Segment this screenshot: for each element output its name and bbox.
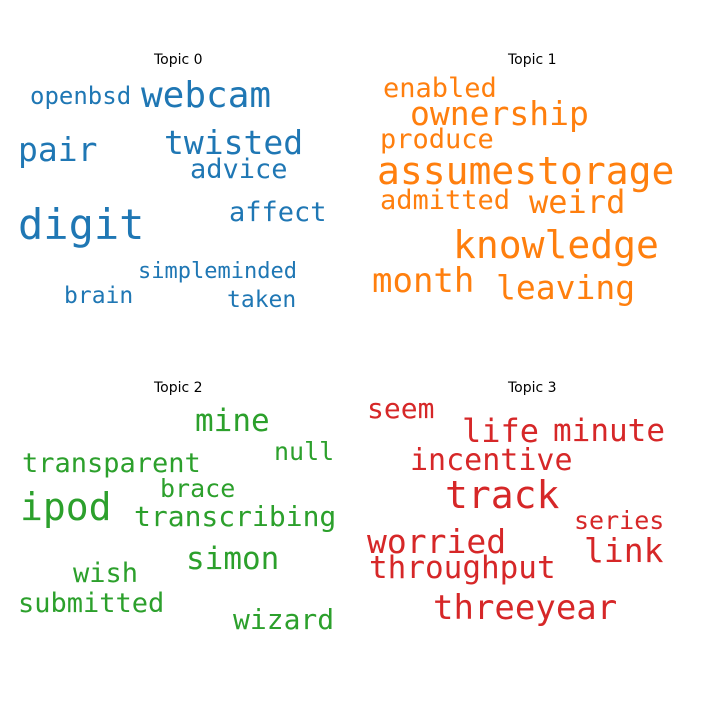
topic-2-title: Topic 2 — [154, 380, 203, 396]
word-openbsd: openbsd — [30, 82, 132, 110]
word-incentive: incentive — [410, 443, 573, 478]
word-twisted: twisted — [164, 123, 304, 162]
word-month: month — [372, 261, 475, 301]
word-null: null — [274, 437, 335, 466]
word-wizard: wizard — [233, 603, 335, 636]
word-minute: minute — [553, 413, 665, 449]
word-transcribing: transcribing — [134, 500, 337, 533]
word-worried: worried — [367, 522, 507, 561]
word-admitted: admitted — [380, 185, 511, 216]
word-series: series — [574, 506, 665, 535]
word-brace: brace — [160, 474, 236, 503]
word-taken: taken — [227, 287, 297, 313]
word-affect: affect — [229, 197, 327, 228]
word-enabled: enabled — [383, 73, 497, 104]
word-ownership: ownership — [410, 94, 589, 133]
topic-3-title: Topic 3 — [508, 380, 557, 396]
word-submitted: submitted — [18, 588, 165, 619]
word-brain: brain — [64, 283, 134, 309]
word-simpleminded: simpleminded — [138, 259, 297, 284]
word-pair: pair — [18, 130, 98, 169]
word-advice: advice — [190, 154, 288, 185]
word-ipod: ipod — [20, 485, 112, 529]
word-assumestorage: assumestorage — [377, 149, 675, 193]
word-digit: digit — [18, 200, 145, 249]
word-weird: weird — [529, 183, 626, 221]
word-webcam: webcam — [141, 75, 272, 116]
word-throughput: throughput — [369, 550, 556, 586]
word-seem: seem — [367, 392, 435, 425]
word-leaving: leaving — [496, 268, 636, 307]
word-link: link — [584, 531, 664, 570]
topic-1-title: Topic 1 — [508, 52, 557, 68]
word-knowledge: knowledge — [453, 223, 659, 267]
word-threeyear: threeyear — [433, 588, 618, 628]
word-transparent: transparent — [22, 448, 201, 479]
word-track: track — [445, 473, 560, 517]
word-mine: mine — [195, 403, 270, 439]
word-wish: wish — [73, 558, 139, 589]
word-simon: simon — [186, 541, 280, 577]
topic-0-title: Topic 0 — [154, 52, 203, 68]
word-produce: produce — [380, 124, 494, 155]
word-life: life — [462, 412, 540, 450]
